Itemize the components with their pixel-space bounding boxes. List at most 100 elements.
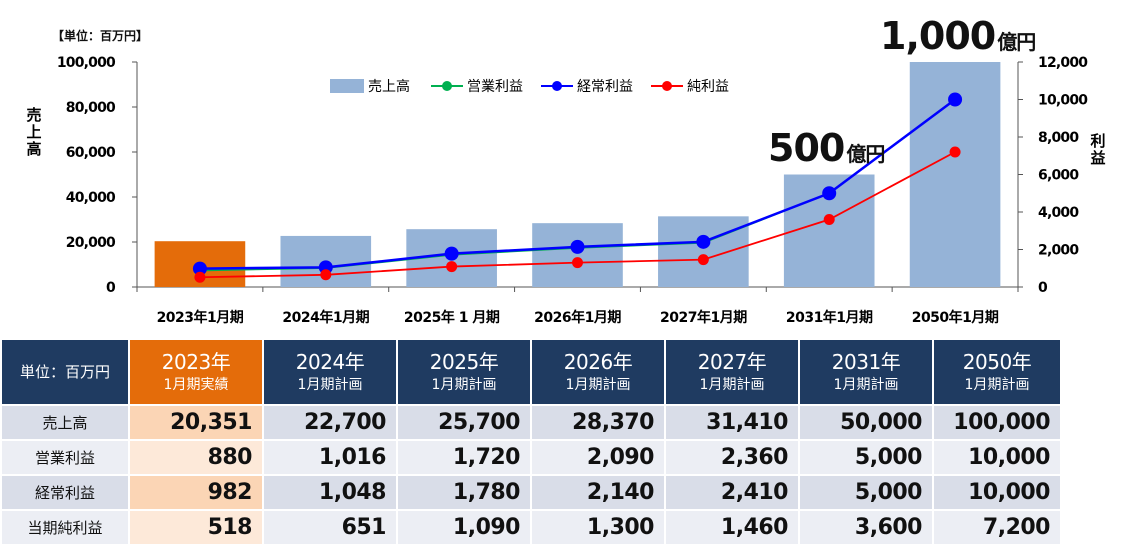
- legend-label: 営業利益: [467, 79, 523, 95]
- table-corner-cell: 単位：百万円: [2, 340, 128, 404]
- bar-売上高: [658, 216, 749, 287]
- point-純利益: [572, 257, 583, 269]
- point-純利益: [823, 214, 835, 225]
- point-経常利益: [696, 234, 711, 249]
- table-cell: 100,000: [934, 406, 1060, 439]
- table-cell: 1,048: [264, 476, 396, 509]
- table-cell: 2,140: [532, 476, 664, 509]
- point-経常利益: [570, 239, 585, 254]
- table-cell: 1,090: [398, 511, 530, 544]
- table-cell: 28,370: [532, 406, 664, 439]
- table-header-row: 単位：百万円 2023年 1月期実績 2024年 1月期計画 2025年 1月期計画 …: [2, 340, 1060, 404]
- table-cell: 518: [130, 511, 262, 544]
- table-cell: 22,700: [264, 406, 396, 439]
- table-cell: 2,090: [532, 441, 664, 474]
- table-cell: 3,600: [800, 511, 932, 544]
- point-純利益: [320, 269, 332, 281]
- table-cell: 1,300: [532, 511, 664, 544]
- x-tick-label: 2023年1月期: [157, 309, 244, 326]
- row-label: 売上高: [2, 406, 128, 439]
- table-column-header: 2025年 1月期計画: [398, 340, 530, 404]
- table-cell: 10,000: [934, 441, 1060, 474]
- table-row-operating-profit: 営業利益 880 1,016 1,720 2,090 2,360 5,000 1…: [2, 441, 1060, 474]
- right-tick-label: 4,000: [1038, 205, 1079, 221]
- legend-marker-営業利益: [442, 81, 452, 91]
- row-label: 営業利益: [2, 441, 128, 474]
- point-経常利益: [444, 246, 459, 261]
- table-cell: 20,351: [130, 406, 262, 439]
- table-cell: 5,000: [800, 441, 932, 474]
- table-cell: 880: [130, 441, 262, 474]
- table-row-revenue: 売上高 20,351 22,700 25,700 28,370 31,410 5…: [2, 406, 1060, 439]
- left-tick-label: 60,000: [66, 145, 116, 161]
- x-tick-label: 2024年1月期: [282, 309, 369, 326]
- bar-売上高: [532, 223, 623, 287]
- column-sub: 1月期実績: [163, 377, 229, 393]
- left-tick-label: 20,000: [66, 235, 116, 251]
- x-tick-label: 2026年1月期: [534, 309, 621, 326]
- column-year: 2023年: [161, 350, 231, 374]
- legend-marker-経常利益: [552, 81, 562, 91]
- column-sub: 1月期計画: [833, 377, 899, 393]
- column-year: 2026年: [563, 350, 633, 374]
- column-year: 2025年: [429, 350, 499, 374]
- table-cell: 651: [264, 511, 396, 544]
- x-tick-label: 2050年1月期: [912, 309, 999, 326]
- right-tick-label: 0: [1038, 280, 1048, 296]
- right-tick-label: 8,000: [1038, 130, 1079, 146]
- left-tick-label: 80,000: [66, 100, 116, 116]
- table-cell: 2,360: [666, 441, 798, 474]
- column-year: 2027年: [697, 350, 767, 374]
- x-tick-label: 2027年1月期: [660, 309, 747, 326]
- annotation-number: 1,000: [880, 14, 996, 58]
- annotation-suffix: 億円: [997, 30, 1036, 54]
- column-year: 2050年: [962, 350, 1032, 374]
- table-column-header: 2050年 1月期計画: [934, 340, 1060, 404]
- annotation-number: 500: [768, 126, 845, 170]
- table-cell: 10,000: [934, 476, 1060, 509]
- financial-table: 単位：百万円 2023年 1月期実績 2024年 1月期計画 2025年 1月期計画 …: [0, 338, 1062, 546]
- row-label: 当期純利益: [2, 511, 128, 544]
- table-row-net-income: 当期純利益 518 651 1,090 1,300 1,460 3,600 7,…: [2, 511, 1060, 544]
- table-column-header: 2026年 1月期計画: [532, 340, 664, 404]
- column-sub: 1月期計画: [297, 377, 363, 393]
- table-cell: 1,016: [264, 441, 396, 474]
- table-cell: 982: [130, 476, 262, 509]
- table-cell: 1,720: [398, 441, 530, 474]
- chart-unit-label: 【単位：百万円】: [52, 29, 149, 43]
- annotation-suffix: 億円: [846, 142, 885, 166]
- right-tick-label: 10,000: [1038, 93, 1088, 109]
- table-column-header: 2027年 1月期計画: [666, 340, 798, 404]
- annotation-1000oku: 1,000 億円: [880, 14, 1036, 58]
- column-sub: 1月期計画: [431, 377, 497, 393]
- table-cell: 25,700: [398, 406, 530, 439]
- y-axis-title: 売上高: [26, 106, 41, 158]
- annotation-500oku: 500 億円: [768, 126, 885, 170]
- row-label: 経常利益: [2, 476, 128, 509]
- left-tick-label: 0: [106, 280, 116, 296]
- column-year: 2031年: [831, 350, 901, 374]
- left-tick-label: 100,000: [57, 55, 116, 71]
- legend-swatch-売上高: [330, 79, 364, 93]
- table-cell: 1,460: [666, 511, 798, 544]
- point-純利益: [697, 254, 709, 266]
- table-row-ordinary-profit: 経常利益 982 1,048 1,780 2,140 2,410 5,000 1…: [2, 476, 1060, 509]
- point-経常利益: [822, 186, 837, 201]
- legend-marker-純利益: [662, 81, 672, 91]
- table-cell: 7,200: [934, 511, 1060, 544]
- x-tick-label: 2025年 1 月期: [404, 309, 500, 326]
- table-cell: 1,780: [398, 476, 530, 509]
- revenue-profit-chart: 0 20,000 40,000 60,000 80,000 100,000 0 2,000 4,…: [26, 55, 1105, 326]
- table-cell: 31,410: [666, 406, 798, 439]
- y2-axis-title: 利益: [1090, 132, 1105, 167]
- legend-label: 純利益: [687, 79, 729, 95]
- right-tick-label: 12,000: [1038, 55, 1088, 71]
- right-tick-label: 2,000: [1038, 243, 1079, 259]
- point-純利益: [194, 271, 206, 283]
- table-column-header: 2024年 1月期計画: [264, 340, 396, 404]
- point-経常利益: [192, 261, 207, 276]
- column-sub: 1月期計画: [964, 377, 1030, 393]
- table-cell: 2,410: [666, 476, 798, 509]
- left-tick-label: 40,000: [66, 190, 116, 206]
- point-純利益: [949, 146, 961, 158]
